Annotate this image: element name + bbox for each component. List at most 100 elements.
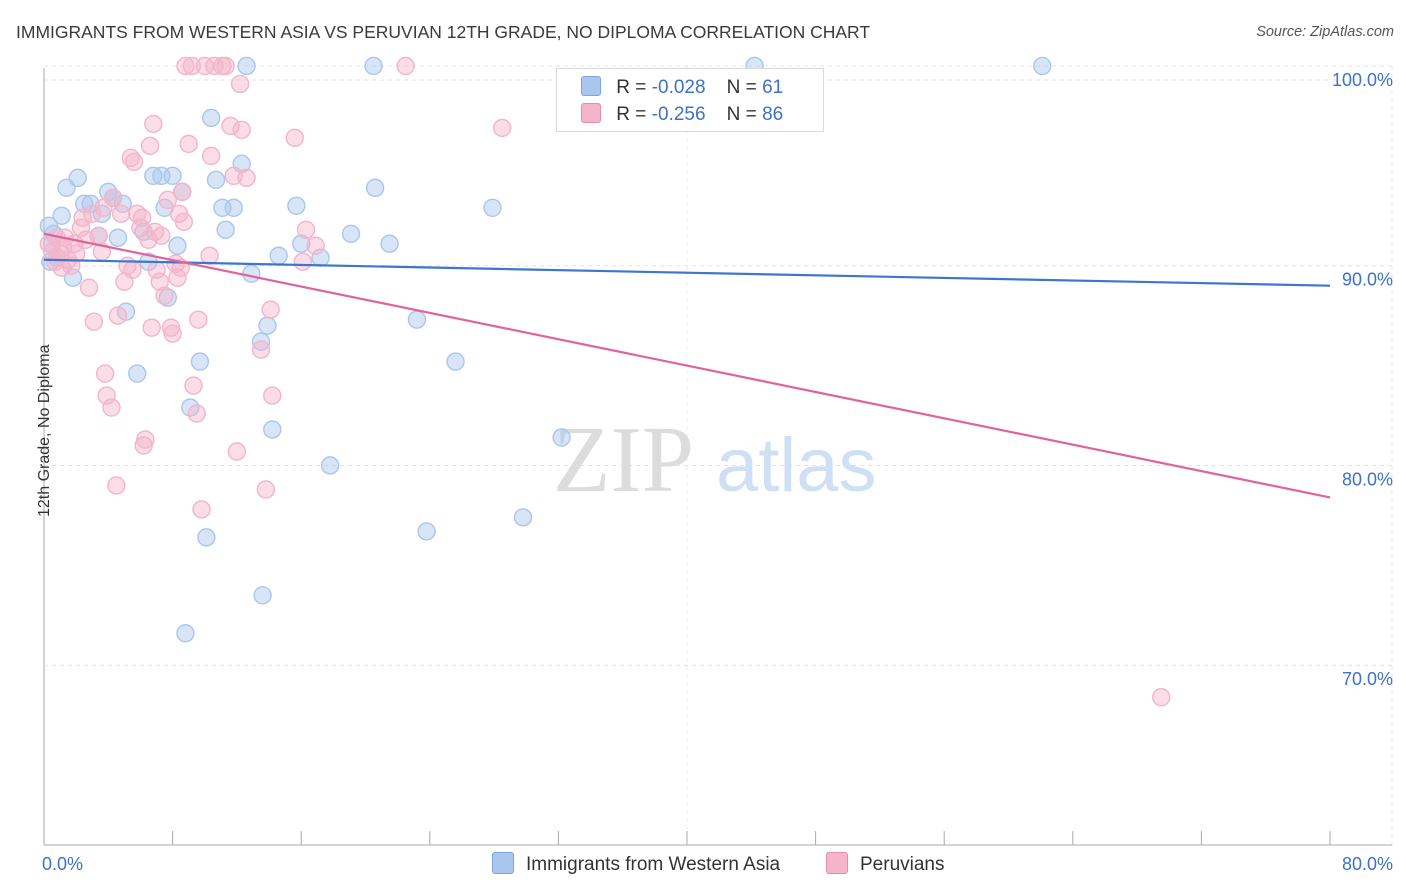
legend-row-peruvians: R = -0.256 N = 86 xyxy=(581,103,783,126)
data-point-western-asia xyxy=(253,586,272,605)
series-peruvians xyxy=(39,56,1171,707)
bottom-legend-label: Immigrants from Western Asia xyxy=(526,854,781,875)
data-point-peruvian xyxy=(142,318,161,337)
gridlines xyxy=(44,65,1393,845)
trend-lines xyxy=(43,232,1331,499)
data-point-peruvian xyxy=(296,220,316,239)
data-point-western-asia xyxy=(446,352,465,371)
data-point-western-asia xyxy=(52,206,71,225)
data-point-peruvian xyxy=(492,118,512,138)
data-point-peruvian xyxy=(200,246,219,265)
data-point-peruvian xyxy=(124,152,144,172)
data-point-peruvian xyxy=(102,398,121,417)
legend-r-label: R = xyxy=(616,104,647,125)
data-point-peruvian xyxy=(123,260,142,279)
data-point-western-asia xyxy=(287,196,306,216)
legend-n-label: N = xyxy=(726,77,757,98)
data-point-peruvian xyxy=(201,146,221,166)
data-point-western-asia xyxy=(201,108,221,128)
y-tick-label: 80.0% xyxy=(1342,469,1393,489)
series-western-asia xyxy=(39,56,1052,643)
data-point-peruvian xyxy=(306,236,325,255)
data-point-western-asia xyxy=(513,508,533,527)
data-point-peruvian xyxy=(62,256,81,275)
legend-row-western-asia: R = -0.028 N = 61 xyxy=(581,76,783,99)
data-point-peruvian xyxy=(158,190,177,210)
axes xyxy=(43,68,1392,846)
tick-labels: 70.0% 80.0% 90.0% 100.0% 0.0% 80.0% xyxy=(42,70,1393,874)
data-point-peruvian xyxy=(155,286,174,305)
data-point-peruvian xyxy=(227,442,247,461)
data-point-peruvian xyxy=(111,204,131,223)
data-point-peruvian xyxy=(285,128,304,148)
data-point-peruvian xyxy=(184,376,203,395)
data-point-western-asia xyxy=(190,352,210,371)
data-point-peruvian xyxy=(152,226,171,245)
data-point-western-asia xyxy=(128,364,147,383)
data-point-western-asia xyxy=(292,234,311,253)
data-point-peruvian xyxy=(163,324,182,343)
bottom-legend-western-asia: Immigrants from Western Asia xyxy=(492,852,780,876)
data-point-peruvian xyxy=(89,226,108,245)
data-point-western-asia xyxy=(237,56,256,76)
data-point-western-asia xyxy=(68,168,87,188)
data-point-western-asia xyxy=(1033,56,1052,76)
data-point-peruvian xyxy=(84,312,104,331)
data-point-peruvian xyxy=(251,340,271,359)
data-point-western-asia xyxy=(216,220,235,239)
data-point-peruvian xyxy=(108,306,128,325)
data-point-western-asia xyxy=(365,178,385,198)
legend-r-value: -0.028 xyxy=(651,77,706,98)
data-point-peruvian xyxy=(107,476,126,495)
data-point-western-asia xyxy=(364,56,383,76)
data-point-western-asia xyxy=(163,166,182,186)
data-point-peruvian xyxy=(174,212,194,231)
data-point-peruvian xyxy=(221,116,240,136)
data-point-western-asia xyxy=(417,522,436,541)
legend-swatch-western-asia xyxy=(581,76,601,96)
data-point-peruvian xyxy=(216,56,235,76)
x-tick-label: 0.0% xyxy=(42,854,83,874)
legend-r-label: R = xyxy=(616,77,647,98)
y-tick-label: 70.0% xyxy=(1342,669,1393,689)
data-point-western-asia xyxy=(263,420,282,439)
legend-swatch-peruvians xyxy=(581,103,601,123)
data-point-peruvian xyxy=(230,74,250,94)
data-point-western-asia xyxy=(158,288,177,307)
data-point-western-asia xyxy=(258,316,277,335)
data-point-peruvian xyxy=(173,182,192,202)
data-point-peruvian xyxy=(140,136,160,156)
legend-n-label: N = xyxy=(726,104,757,125)
data-point-western-asia xyxy=(176,624,195,643)
data-point-peruvian xyxy=(95,364,115,383)
data-point-peruvian xyxy=(182,56,202,76)
data-point-western-asia xyxy=(320,456,340,475)
data-point-peruvian xyxy=(261,300,280,319)
data-point-western-asia xyxy=(269,246,288,265)
data-point-peruvian xyxy=(179,134,198,154)
data-point-western-asia xyxy=(108,228,128,247)
data-point-peruvian xyxy=(150,272,169,291)
data-point-peruvian xyxy=(136,430,155,449)
watermark-atlas: atlas xyxy=(716,423,877,508)
data-point-western-asia xyxy=(341,224,361,243)
chart-title: IMMIGRANTS FROM WESTERN ASIA VS PERUVIAN… xyxy=(16,22,871,42)
data-points xyxy=(39,56,1171,707)
watermark-zip: ZIP xyxy=(553,408,694,512)
data-point-western-asia xyxy=(168,236,187,255)
data-point-peruvian xyxy=(66,244,86,263)
data-point-western-asia xyxy=(224,198,243,217)
data-point-peruvian xyxy=(176,56,195,76)
bottom-legend-peruvians: Peruvians xyxy=(826,852,945,876)
data-point-western-asia xyxy=(242,264,261,283)
data-point-western-asia xyxy=(483,198,502,217)
legend-n-value: 61 xyxy=(762,77,784,98)
source-label: Source: ZipAtlas.com xyxy=(1256,24,1394,40)
data-point-peruvian xyxy=(189,310,208,329)
legend-r-value: -0.256 xyxy=(651,104,706,125)
bottom-legend-swatch-peruvians xyxy=(826,852,848,874)
data-point-western-asia xyxy=(206,170,226,190)
data-point-peruvian xyxy=(168,268,187,287)
data-point-peruvian xyxy=(256,480,276,499)
